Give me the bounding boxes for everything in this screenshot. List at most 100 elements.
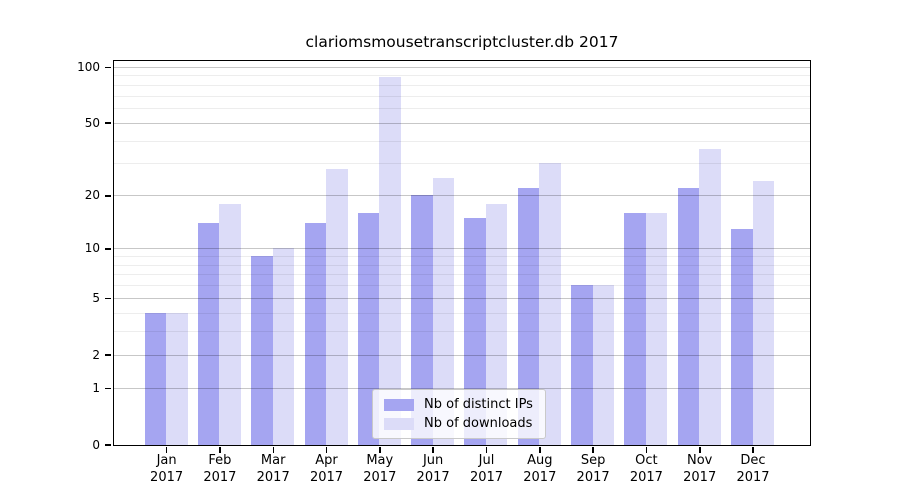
- bar-nb-of-downloads-jul: [485, 203, 508, 445]
- minor-gridline-60: [113, 108, 810, 109]
- legend-label-distinct-ips: Nb of distinct IPs: [424, 397, 533, 412]
- major-gridline-50: [113, 122, 810, 124]
- minor-gridline-80: [113, 84, 810, 86]
- y-tick-label-1: 1: [92, 380, 100, 395]
- bar-nb-of-distinct-ips-jun: [411, 195, 433, 445]
- y-tick-label-20: 20: [84, 188, 100, 203]
- minor-gridline-3: [113, 331, 810, 332]
- x-tick-oct: [645, 446, 648, 453]
- month-label: Feb: [208, 453, 232, 468]
- bar-nb-of-downloads-apr: [326, 168, 348, 445]
- bar-nb-of-distinct-ips-feb: [197, 222, 220, 445]
- bar-nb-of-distinct-ips-oct: [624, 212, 646, 445]
- year-label: 2017: [629, 469, 663, 485]
- bar-nb-of-downloads-nov: [699, 148, 721, 445]
- major-gridline-10: [113, 248, 810, 250]
- minor-gridline-7: [113, 274, 810, 276]
- bar-nb-of-downloads-aug: [539, 163, 561, 445]
- plot-area: [113, 61, 810, 445]
- x-tick-apr: [325, 446, 328, 453]
- bar-nb-of-distinct-ips-jan: [144, 312, 167, 445]
- y-tick-50: [105, 122, 111, 124]
- major-gridline-1: [113, 387, 810, 389]
- minor-gridline-70: [113, 95, 810, 97]
- x-tick-label-feb: Feb 2017: [189, 453, 251, 486]
- legend-label-downloads: Nb of downloads: [424, 416, 533, 431]
- y-tick-label-5: 5: [92, 290, 100, 305]
- major-gridline-100: [113, 66, 810, 68]
- x-tick-label-may: May 2017: [349, 453, 411, 486]
- x-tick-label-sep: Sep 2017: [562, 453, 624, 486]
- y-tick-2: [105, 354, 111, 356]
- year-label: 2017: [256, 469, 290, 485]
- x-tick-jun: [432, 446, 434, 453]
- legend-swatch-distinct-ips-icon: [384, 398, 414, 411]
- major-gridline-2: [113, 354, 810, 356]
- x-tick-label-jun: Jun 2017: [402, 453, 464, 486]
- month-label: Mar: [260, 453, 286, 468]
- legend: Nb of distinct IPs Nb of downloads: [372, 389, 546, 439]
- x-tick-label-dec: Dec 2017: [722, 453, 784, 486]
- year-label: 2017: [150, 469, 184, 485]
- year-label: 2017: [576, 469, 610, 485]
- major-gridline-20: [113, 195, 810, 197]
- y-tick-label-10: 10: [84, 241, 100, 256]
- y-tick-5: [105, 297, 111, 300]
- y-tick-1: [105, 387, 111, 389]
- month-label: Jun: [422, 453, 444, 468]
- bar-nb-of-distinct-ips-aug: [517, 187, 540, 445]
- x-tick-feb: [219, 446, 221, 453]
- x-tick-label-apr: Apr 2017: [296, 453, 358, 486]
- x-tick-label-oct: Oct 2017: [615, 453, 677, 486]
- legend-entry-downloads: Nb of downloads: [384, 416, 533, 431]
- month-label: Jul: [478, 453, 495, 468]
- year-label: 2017: [363, 469, 397, 485]
- bar-nb-of-downloads-oct: [645, 212, 668, 445]
- y-tick-label-2: 2: [92, 347, 100, 362]
- x-tick-jan: [165, 446, 168, 453]
- x-tick-jul: [485, 446, 488, 453]
- y-tick-label-0: 0: [92, 437, 100, 452]
- y-tick-20: [105, 195, 111, 197]
- y-tick-label-50: 50: [84, 115, 100, 130]
- minor-gridline-6: [113, 285, 810, 287]
- bar-nb-of-distinct-ips-sep: [571, 285, 593, 445]
- bar-nb-of-downloads-jun: [432, 177, 455, 445]
- x-tick-label-jan: Jan 2017: [136, 453, 198, 486]
- x-tick-label-nov: Nov 2017: [669, 453, 731, 486]
- x-tick-dec: [752, 446, 754, 453]
- year-label: 2017: [309, 469, 344, 485]
- bar-nb-of-downloads-feb: [219, 203, 241, 445]
- bar-nb-of-distinct-ips-apr: [304, 222, 327, 445]
- month-label: Aug: [527, 453, 553, 468]
- major-gridline-5: [113, 297, 810, 299]
- x-tick-mar: [272, 446, 274, 453]
- minor-gridline-4: [113, 312, 810, 314]
- month-label: Oct: [635, 453, 658, 468]
- month-label: May: [366, 453, 394, 468]
- minor-gridline-90: [113, 75, 810, 77]
- minor-gridline-8: [113, 264, 810, 266]
- legend-swatch-downloads-icon: [384, 417, 414, 430]
- bar-nb-of-distinct-ips-jul: [464, 217, 486, 445]
- bar-nb-of-distinct-ips-mar: [251, 256, 273, 445]
- month-label: Apr: [315, 453, 338, 468]
- bar-nb-of-downloads-sep: [592, 285, 615, 445]
- bar-nb-of-downloads-may: [379, 77, 401, 445]
- year-label: 2017: [736, 469, 770, 485]
- bar-nb-of-downloads-jan: [166, 312, 188, 445]
- minor-gridline-40: [113, 140, 810, 142]
- legend-entry-distinct-ips: Nb of distinct IPs: [384, 397, 533, 412]
- minor-gridline-9: [113, 256, 810, 257]
- year-label: 2017: [416, 469, 450, 485]
- year-label: 2017: [523, 469, 557, 485]
- year-label: 2017: [469, 469, 504, 485]
- y-tick-100: [105, 66, 111, 68]
- bar-nb-of-distinct-ips-nov: [677, 187, 700, 445]
- y-tick-label-100: 100: [77, 59, 100, 74]
- x-tick-label-jul: Jul 2017: [456, 453, 518, 486]
- plot-box: [112, 59, 811, 446]
- x-tick-nov: [699, 446, 701, 453]
- y-tick-0: [105, 444, 111, 446]
